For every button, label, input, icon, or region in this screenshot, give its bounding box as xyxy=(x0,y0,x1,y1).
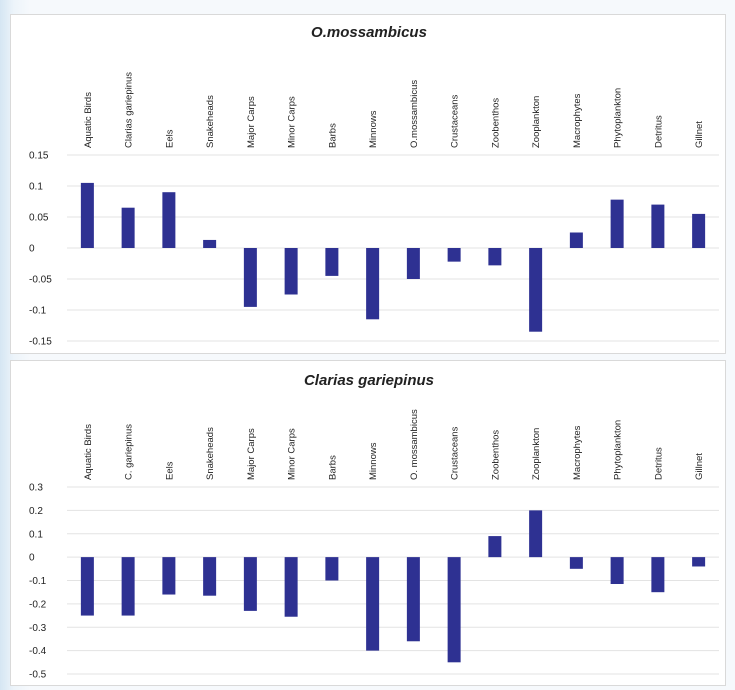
bar xyxy=(651,557,665,593)
category-label: Macrophytes xyxy=(572,93,583,148)
category-label: Gillnet xyxy=(694,121,705,148)
category-label: Zooplankton xyxy=(531,96,542,148)
category-label: Barbs xyxy=(327,123,338,148)
bar xyxy=(121,557,135,616)
y-tick-label: 0.1 xyxy=(29,182,43,193)
bar xyxy=(447,557,461,663)
y-tick-label: -0.05 xyxy=(29,275,52,286)
bar xyxy=(366,248,380,320)
bar xyxy=(406,248,420,279)
category-label: Crustaceans xyxy=(450,94,461,148)
bar xyxy=(447,248,461,262)
category-label: Minnows xyxy=(368,442,379,480)
y-tick-label: -0.1 xyxy=(29,306,47,317)
y-tick-label: 0.1 xyxy=(29,529,43,540)
bar xyxy=(203,239,217,248)
category-label: O. mossambicus xyxy=(409,409,420,480)
y-tick-label: -0.15 xyxy=(29,337,52,348)
category-label: Snakeheads xyxy=(205,427,216,480)
bar xyxy=(284,557,298,617)
category-label: Zoobenthos xyxy=(490,430,501,480)
bar xyxy=(366,557,380,651)
chart-panel-o-mossambicus: O.mossambicus 0.15 0.1 0.05 0 -0.05 -0.1 -0.15 A… xyxy=(10,14,726,354)
category-label: Phytoplankton xyxy=(613,88,624,148)
category-label: Eels xyxy=(164,129,175,148)
bar xyxy=(569,232,583,248)
bar xyxy=(162,557,176,595)
y-tick-label: -0.2 xyxy=(29,599,47,610)
chart-panel-clarias-gariepinus: Clarias gariepinus 0.3 0.2 0.1 0 -0.1 -0.2 -0.3… xyxy=(10,360,726,686)
bar xyxy=(488,248,502,266)
bar xyxy=(529,248,543,332)
bar xyxy=(284,248,298,295)
bar xyxy=(569,557,583,569)
bar xyxy=(80,182,94,248)
category-label: Snakeheads xyxy=(205,95,216,148)
category-label: Zoobenthos xyxy=(490,98,501,148)
bar xyxy=(610,557,624,585)
category-label: Barbs xyxy=(327,455,338,480)
category-label: Eels xyxy=(164,461,175,480)
category-label: C. gariepinus xyxy=(124,424,135,480)
bar xyxy=(488,536,502,558)
chart-title: Clarias gariepinus xyxy=(304,372,434,389)
bar xyxy=(692,213,706,248)
category-label: Minor Carps xyxy=(287,96,298,148)
category-label: O.mossambicus xyxy=(409,80,420,148)
bar xyxy=(325,557,339,581)
category-label: Major Carps xyxy=(246,428,257,480)
bar xyxy=(529,510,543,558)
y-tick-label: -0.5 xyxy=(29,670,47,681)
category-label: Crustaceans xyxy=(450,426,461,480)
bar xyxy=(325,248,339,276)
bar xyxy=(406,557,420,642)
bar xyxy=(243,248,257,307)
bar xyxy=(80,557,94,616)
category-label: Clarias gariepinus xyxy=(124,72,135,148)
bar xyxy=(610,199,624,248)
y-tick-label: 0 xyxy=(29,244,35,255)
y-tick-label: 0.15 xyxy=(29,151,49,162)
o-mossambicus-bar-chart: O.mossambicus 0.15 0.1 0.05 0 -0.05 -0.1 -0.15 A… xyxy=(29,24,719,348)
y-tick-label: 0.2 xyxy=(29,506,43,517)
y-tick-label: -0.1 xyxy=(29,576,47,587)
y-tick-label: 0.3 xyxy=(29,483,43,494)
category-label: Minor Carps xyxy=(287,428,298,480)
bar xyxy=(121,207,135,248)
category-label: Aquatic Birds xyxy=(83,424,94,480)
y-tick-label: -0.4 xyxy=(29,646,47,657)
category-label: Gillnet xyxy=(694,453,705,480)
y-tick-label: 0.05 xyxy=(29,213,49,224)
category-label: Phytoplankton xyxy=(613,420,624,480)
category-label: Detritus xyxy=(653,447,664,480)
y-tick-label: 0 xyxy=(29,553,35,564)
bar xyxy=(651,204,665,248)
category-label: Macrophytes xyxy=(572,425,583,480)
category-label: Zooplankton xyxy=(531,428,542,480)
bar xyxy=(692,557,706,567)
bar xyxy=(243,557,257,611)
category-label: Major Carps xyxy=(246,96,257,148)
clarias-gariepinus-bar-chart: Clarias gariepinus 0.3 0.2 0.1 0 -0.1 -0.2 -0.3… xyxy=(29,372,719,681)
bar xyxy=(162,192,176,248)
category-label: Minnows xyxy=(368,110,379,148)
chart-title: O.mossambicus xyxy=(311,24,427,41)
y-tick-label: -0.3 xyxy=(29,623,47,634)
category-label: Detritus xyxy=(653,115,664,148)
bar xyxy=(203,557,217,596)
category-label: Aquatic Birds xyxy=(83,92,94,148)
